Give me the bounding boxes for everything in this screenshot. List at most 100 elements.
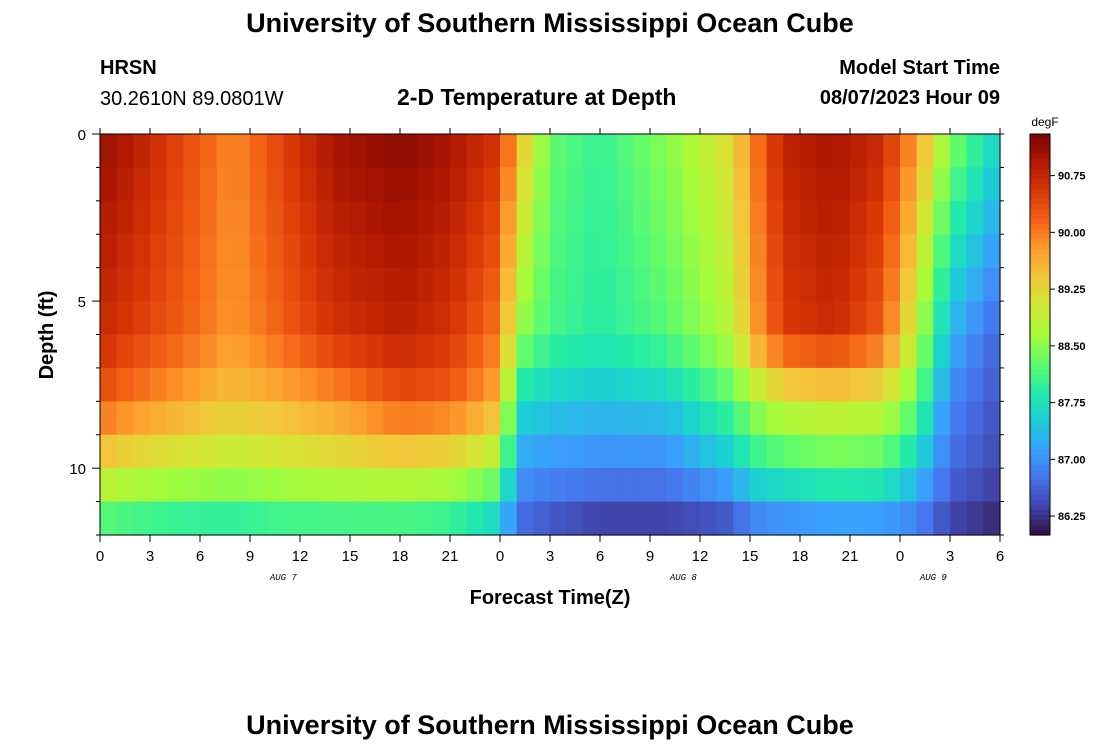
heatmap-cell bbox=[850, 267, 868, 302]
heatmap-cell bbox=[816, 367, 834, 402]
heatmap-cell bbox=[916, 468, 934, 503]
heatmap-cell bbox=[666, 434, 684, 469]
heatmap-cell bbox=[933, 334, 951, 369]
colorbar-segment bbox=[1030, 319, 1050, 326]
colorbar-segment bbox=[1030, 329, 1050, 336]
heatmap-cell bbox=[800, 134, 818, 169]
heatmap-cell bbox=[216, 434, 234, 469]
heatmap-cell bbox=[683, 301, 701, 336]
heatmap-cell bbox=[583, 134, 601, 169]
heatmap-cell bbox=[383, 367, 401, 402]
heatmap-cell bbox=[283, 234, 301, 269]
heatmap-cell bbox=[483, 501, 501, 536]
x-axis-label: Forecast Time(Z) bbox=[470, 587, 631, 609]
heatmap-cell bbox=[766, 200, 784, 235]
heatmap-cell bbox=[916, 267, 934, 302]
heatmap-cell bbox=[366, 401, 384, 436]
colorbar-segment bbox=[1030, 134, 1050, 140]
heatmap-cell bbox=[933, 401, 951, 436]
heatmap-cell bbox=[950, 167, 968, 202]
x-tick-label: 0 bbox=[96, 548, 104, 565]
heatmap-cell bbox=[483, 134, 501, 169]
heatmap-cell bbox=[383, 468, 401, 503]
heatmap-cell bbox=[950, 401, 968, 436]
heatmap-cell bbox=[600, 401, 618, 436]
x-tick-label: 9 bbox=[246, 548, 254, 565]
heatmap-cell bbox=[683, 234, 701, 269]
heatmap-cell bbox=[733, 134, 751, 169]
heatmap-cell bbox=[933, 200, 951, 235]
heatmap-cell bbox=[966, 334, 984, 369]
heatmap-cell bbox=[133, 434, 151, 469]
heatmap-cell bbox=[650, 367, 668, 402]
heatmap-cell bbox=[600, 367, 618, 402]
heatmap-cell bbox=[150, 234, 168, 269]
heatmap-cell bbox=[350, 367, 368, 402]
heatmap-cell bbox=[750, 468, 768, 503]
heatmap-cell bbox=[316, 367, 334, 402]
heatmap-cell bbox=[200, 334, 218, 369]
heatmap-cell bbox=[150, 468, 168, 503]
heatmap-cell bbox=[150, 501, 168, 536]
colorbar-segment bbox=[1030, 489, 1050, 496]
heatmap-cell bbox=[116, 367, 134, 402]
heatmap-cell bbox=[300, 367, 318, 402]
heatmap-cell bbox=[550, 334, 568, 369]
heatmap-cell bbox=[966, 134, 984, 169]
heatmap-cell bbox=[733, 468, 751, 503]
heatmap-cell bbox=[883, 468, 901, 503]
heatmap-cells bbox=[100, 134, 1001, 536]
heatmap-cell bbox=[533, 334, 551, 369]
colorbar-segment bbox=[1030, 229, 1050, 235]
colorbar-segment bbox=[1030, 434, 1050, 441]
heatmap-cell bbox=[666, 401, 684, 436]
heatmap-cell bbox=[150, 367, 168, 402]
heatmap-cell bbox=[250, 468, 268, 503]
heatmap-cell bbox=[150, 401, 168, 436]
heatmap-cell bbox=[750, 501, 768, 536]
heatmap-cell bbox=[833, 200, 851, 235]
heatmap-cell bbox=[783, 468, 801, 503]
heatmap-cell bbox=[500, 501, 518, 536]
heatmap-cell bbox=[783, 301, 801, 336]
heatmap-cell bbox=[650, 200, 668, 235]
heatmap-cell bbox=[533, 468, 551, 503]
heatmap-cell bbox=[216, 334, 234, 369]
heatmap-cell bbox=[816, 501, 834, 536]
heatmap-cell bbox=[966, 267, 984, 302]
heatmap-cell bbox=[283, 367, 301, 402]
heatmap-cell bbox=[183, 167, 201, 202]
colorbar-segment bbox=[1030, 324, 1050, 331]
heatmap-cell bbox=[883, 401, 901, 436]
heatmap-cell bbox=[950, 501, 968, 536]
heatmap-cell bbox=[316, 468, 334, 503]
heatmap-cell bbox=[833, 468, 851, 503]
heatmap-cell bbox=[616, 468, 634, 503]
heatmap-cell bbox=[966, 200, 984, 235]
heatmap-cell bbox=[750, 200, 768, 235]
heatmap-cell bbox=[500, 167, 518, 202]
heatmap-cell bbox=[583, 334, 601, 369]
heatmap-cell bbox=[633, 301, 651, 336]
heatmap-cell bbox=[883, 234, 901, 269]
heatmap-cell bbox=[116, 267, 134, 302]
heatmap-cell bbox=[733, 200, 751, 235]
heatmap-cell bbox=[700, 367, 718, 402]
heatmap-cell bbox=[366, 267, 384, 302]
heatmap-cell bbox=[366, 200, 384, 235]
heatmap-cell bbox=[850, 367, 868, 402]
heatmap-cell bbox=[266, 267, 284, 302]
heatmap-cell bbox=[566, 267, 584, 302]
colorbar-segment bbox=[1030, 394, 1050, 401]
heatmap-cell bbox=[983, 234, 1001, 269]
heatmap-cell bbox=[200, 501, 218, 536]
heatmap-cell bbox=[516, 434, 534, 469]
heatmap-cell bbox=[300, 301, 318, 336]
heatmap-cell bbox=[750, 167, 768, 202]
heatmap-cell bbox=[316, 234, 334, 269]
heatmap-cell bbox=[900, 434, 918, 469]
heatmap-cell bbox=[450, 200, 468, 235]
heatmap-cell bbox=[300, 134, 318, 169]
heatmap-cell bbox=[233, 267, 251, 302]
colorbar-segment bbox=[1030, 224, 1050, 230]
